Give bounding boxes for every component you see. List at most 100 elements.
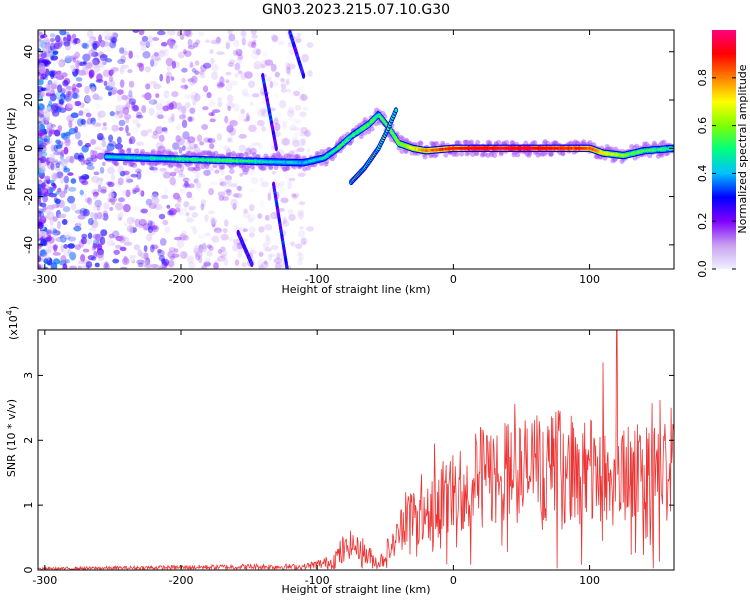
noise-blob: [184, 84, 188, 91]
noise-blob: [95, 102, 101, 110]
noise-blob: [226, 124, 234, 133]
noise-blob: [94, 96, 103, 101]
colorbar-tick-label: 0.8: [696, 69, 709, 87]
noise-blob: [300, 93, 305, 101]
noise-blob: [94, 262, 100, 268]
noise-blob: [40, 249, 47, 256]
noise-blob: [210, 218, 218, 225]
noise-blob: [82, 53, 91, 62]
noise-blob: [280, 78, 285, 83]
noise-blob: [188, 183, 195, 189]
noise-blob: [88, 69, 95, 78]
noise-blob: [135, 141, 145, 147]
noise-blob: [56, 143, 63, 149]
noise-blob: [292, 139, 300, 148]
ridge-halo: [114, 161, 120, 167]
noise-blob: [173, 248, 179, 253]
noise-blob: [260, 107, 267, 114]
noise-blob: [122, 51, 129, 56]
noise-blob: [235, 48, 243, 57]
noise-blob: [155, 103, 164, 110]
noise-blob: [126, 132, 131, 137]
noise-blob: [49, 226, 56, 232]
noise-blob: [185, 30, 193, 38]
noise-blob: [85, 162, 94, 167]
noise-blob: [136, 259, 145, 265]
noise-blob: [280, 88, 288, 93]
noise-blob: [234, 72, 239, 78]
noise-blob: [66, 34, 72, 42]
noise-blob: [208, 245, 214, 252]
noise-blob: [62, 206, 71, 213]
noise-blob: [288, 124, 297, 132]
noise-blob: [41, 182, 46, 189]
noise-blob: [38, 151, 43, 159]
noise-blob: [190, 95, 195, 100]
noise-blob: [128, 80, 135, 88]
noise-blob: [261, 125, 266, 132]
noise-blob: [213, 227, 222, 234]
noise-blob: [222, 227, 228, 234]
noise-blob: [125, 125, 129, 134]
noise-blob: [131, 126, 140, 134]
noise-blob: [281, 138, 287, 142]
noise-blob: [140, 190, 145, 197]
noise-blob: [90, 117, 96, 125]
noise-blob: [90, 154, 98, 163]
noise-blob: [136, 111, 143, 118]
noise-blob: [57, 125, 63, 133]
noise-blob: [194, 253, 201, 261]
noise-blob: [210, 216, 216, 225]
noise-blob: [247, 214, 256, 222]
noise-blob: [264, 214, 270, 221]
noise-blob: [288, 177, 296, 182]
noise-blob: [110, 199, 116, 206]
noise-blob: [38, 212, 41, 217]
noise-blob: [138, 190, 144, 196]
noise-blob: [286, 178, 292, 185]
noise-blob: [208, 112, 214, 117]
noise-blob: [302, 106, 309, 112]
noise-blob: [186, 216, 193, 222]
noise-blob: [281, 137, 290, 146]
noise-blob: [53, 151, 62, 156]
noise-blob: [69, 253, 76, 262]
noise-blob: [170, 113, 175, 122]
noise-blob: [39, 34, 45, 39]
noise-blob: [128, 89, 133, 98]
noise-blob: [209, 48, 214, 55]
noise-blob: [42, 195, 49, 203]
noise-blob: [271, 170, 277, 175]
colorbar-gradient: [712, 30, 736, 269]
noise-blob: [189, 77, 196, 86]
noise-blob: [211, 223, 219, 231]
noise-blob: [58, 60, 64, 68]
noise-blob: [96, 73, 103, 82]
noise-blob: [135, 184, 140, 193]
noise-blob: [227, 94, 234, 103]
noise-blob: [218, 178, 225, 186]
noise-blob: [49, 218, 54, 227]
noise-blob: [80, 254, 86, 263]
noise-blob: [170, 76, 175, 81]
noise-blob: [71, 92, 78, 99]
noise-blob: [259, 178, 264, 183]
noise-blob: [294, 35, 302, 44]
noise-blob: [211, 235, 220, 243]
noise-blob: [186, 191, 193, 199]
noise-blob: [229, 168, 235, 175]
noise-blob: [140, 208, 148, 214]
noise-blob: [291, 193, 297, 198]
noise-blob: [181, 119, 188, 129]
noise-blob: [128, 138, 133, 145]
noise-blob: [90, 85, 95, 93]
noise-blob: [153, 203, 163, 211]
spectrogram-xtick-label: 100: [579, 273, 600, 286]
noise-blob: [87, 217, 94, 226]
noise-blob: [169, 171, 177, 177]
noise-blob: [241, 37, 246, 46]
noise-blob: [107, 79, 116, 88]
noise-blob: [38, 109, 44, 118]
noise-blob: [297, 251, 302, 257]
noise-blob: [169, 176, 176, 186]
